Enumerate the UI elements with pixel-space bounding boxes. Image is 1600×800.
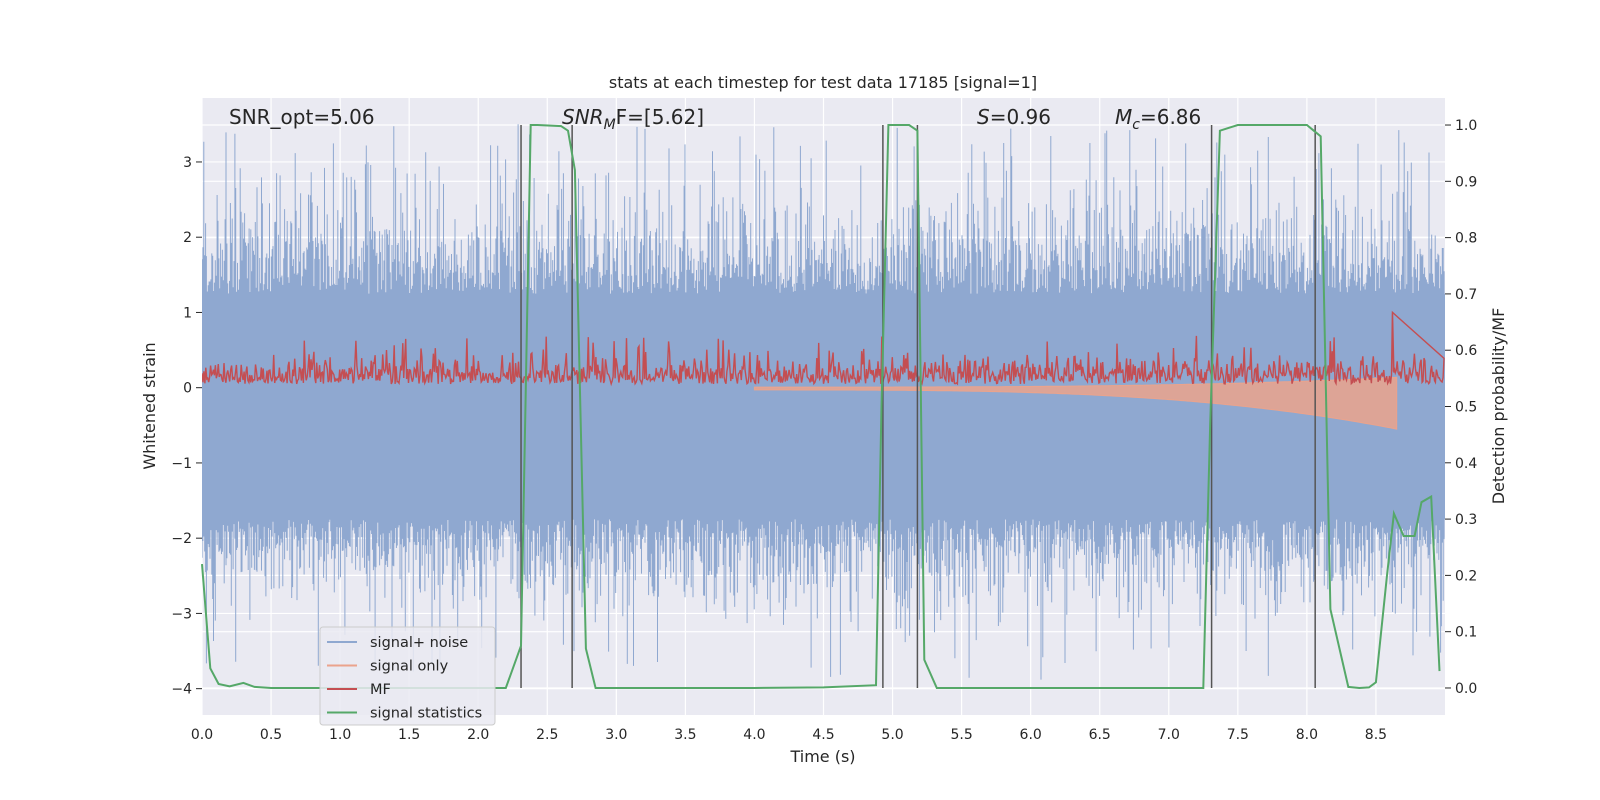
y-right-tick-label: 0.4 — [1455, 456, 1477, 472]
y-right-tick-label: 0.0 — [1455, 681, 1477, 697]
signal-only-layer — [753, 376, 1398, 430]
legend-label: signal statistics — [370, 706, 482, 722]
x-tick-label: 6.0 — [1020, 727, 1042, 743]
s-symbol: S — [977, 105, 990, 129]
legend: signal+ noise signal only MF signal statist… — [319, 626, 496, 726]
snr-opt-annotation: SNR_opt=5.06 — [229, 105, 375, 129]
x-tick-label: 5.0 — [881, 727, 903, 743]
mc-symbol: M — [1115, 105, 1132, 129]
y-left-tick-label: 2 — [183, 230, 192, 246]
legend-label: signal+ noise — [370, 635, 468, 651]
x-tick-label: 2.5 — [536, 727, 558, 743]
x-tick-label: 0.0 — [191, 727, 213, 743]
y-right-tick-label: 0.6 — [1455, 343, 1477, 359]
snr-mf-symbol: SNR — [562, 105, 604, 129]
x-tick-label: 1.0 — [329, 727, 351, 743]
s-value: =0.96 — [990, 105, 1051, 129]
x-axis-ticks: 0.0 0.5 1.0 1.5 2.0 2.5 3.0 3.5 4.0 4.5 5.0 5.5 6.0 6… — [191, 727, 1387, 743]
signal-noise-layer — [202, 124, 1445, 680]
chart-title: stats at each timestep for test data 171… — [609, 73, 1037, 92]
y-right-tick-label: 0.1 — [1455, 625, 1477, 641]
y-left-tick-label: 3 — [183, 155, 192, 171]
y-right-tick-label: 0.5 — [1455, 400, 1477, 416]
legend-label: signal only — [370, 659, 449, 675]
x-tick-label: 2.0 — [467, 727, 489, 743]
y-right-axis-ticks: 0.0 0.1 0.2 0.3 0.4 0.5 0.6 0.7 0.8 0.9 1.0 — [1445, 118, 1477, 697]
mf-layer — [202, 310, 1445, 387]
y-right-tick-label: 0.3 — [1455, 512, 1477, 528]
x-tick-label: 3.0 — [605, 727, 627, 743]
y-left-tick-label: −2 — [171, 531, 192, 547]
y-right-axis-label: Detection probability/MF — [1489, 308, 1508, 505]
x-tick-label: 8.5 — [1365, 727, 1387, 743]
mf-line — [202, 310, 1445, 387]
x-tick-label: 7.0 — [1158, 727, 1180, 743]
x-axis-label: Time (s) — [789, 747, 855, 766]
y-left-axis-ticks: −4 −3 −2 −1 0 1 2 3 — [171, 155, 202, 698]
snr-mf-annotation: SNRMF=[5.62] — [562, 105, 704, 133]
y-left-tick-label: −4 — [171, 682, 192, 698]
mc-subscript: c — [1132, 117, 1140, 133]
x-tick-label: 1.5 — [398, 727, 420, 743]
x-tick-label: 4.0 — [743, 727, 765, 743]
legend-label: MF — [370, 682, 391, 698]
y-left-tick-label: −3 — [171, 606, 192, 622]
legend-box — [319, 626, 496, 726]
x-tick-label: 5.5 — [950, 727, 972, 743]
y-right-tick-label: 0.2 — [1455, 568, 1477, 584]
y-left-tick-label: 0 — [183, 381, 192, 397]
y-right-tick-label: 0.9 — [1455, 174, 1477, 190]
mc-value: =6.86 — [1140, 105, 1201, 129]
x-tick-label: 3.5 — [674, 727, 696, 743]
y-left-tick-label: −1 — [171, 456, 192, 472]
y-left-axis-label: Whitened strain — [140, 342, 159, 469]
snr-mf-value: F=[5.62] — [616, 105, 704, 129]
mc-annotation: Mc=6.86 — [1115, 105, 1201, 133]
x-tick-label: 6.5 — [1089, 727, 1111, 743]
signal-only-line — [753, 376, 1398, 430]
x-tick-label: 4.5 — [812, 727, 834, 743]
y-right-tick-label: 0.8 — [1455, 231, 1477, 247]
snr-mf-subscript: M — [604, 117, 616, 133]
s-annotation: S=0.96 — [977, 105, 1051, 129]
x-tick-label: 8.0 — [1296, 727, 1318, 743]
y-left-tick-label: 1 — [183, 305, 192, 321]
x-tick-label: 7.5 — [1227, 727, 1249, 743]
x-tick-label: 0.5 — [260, 727, 282, 743]
y-right-tick-label: 0.7 — [1455, 287, 1477, 303]
y-right-tick-label: 1.0 — [1455, 118, 1477, 134]
